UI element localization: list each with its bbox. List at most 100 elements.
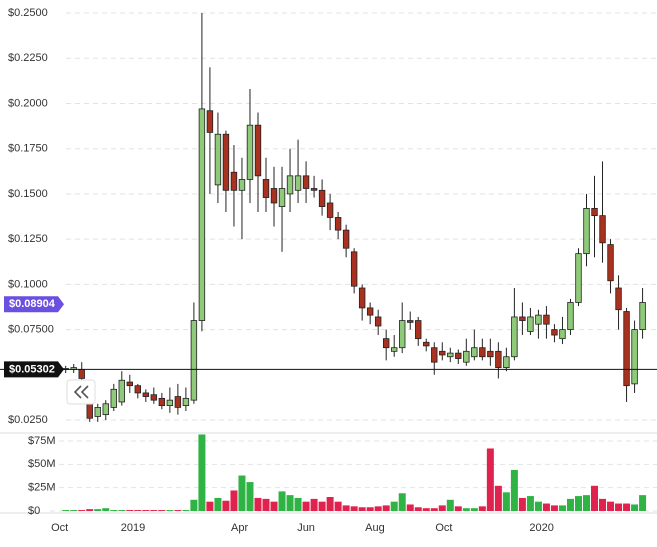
x-tick-label: 2020 (529, 522, 553, 534)
volume-bar (430, 508, 438, 511)
volume-bar (94, 509, 102, 511)
volume-bar (486, 448, 494, 511)
volume-bar (366, 507, 374, 511)
y-tick-label: $0.1500 (8, 188, 48, 200)
candle-body (583, 208, 590, 255)
candle-body (254, 124, 262, 177)
candle-body (86, 403, 93, 419)
volume-bar (126, 510, 134, 511)
volume-bar (150, 510, 158, 511)
volume-bar (190, 499, 198, 511)
volume-tick-label: $75M (28, 435, 56, 447)
volume-bar (398, 493, 406, 511)
scroll-button[interactable] (66, 379, 96, 405)
volume-bar (599, 498, 607, 511)
volume-bar (462, 508, 470, 511)
x-tick-label: Aug (365, 522, 385, 534)
candle-body (94, 406, 101, 417)
volume-bar (454, 506, 462, 511)
candle-body (591, 208, 598, 217)
volume-bar (502, 492, 510, 511)
volume-bar (470, 508, 478, 511)
volume-bar (174, 510, 182, 511)
volume-bar (310, 498, 318, 511)
volume-bar (158, 510, 166, 511)
x-tick-label: 2019 (121, 522, 145, 534)
volume-bar (574, 496, 582, 511)
volume-bar (142, 510, 150, 511)
candle-body (423, 341, 430, 347)
x-tick-label: Apr (231, 522, 248, 534)
x-tick-label: Oct (51, 522, 68, 534)
candle-body (190, 320, 198, 401)
candle-body (102, 403, 109, 416)
volume-tick-label: $25M (28, 482, 56, 494)
volume-bar (566, 498, 574, 511)
volume-bar (286, 495, 294, 511)
candle-body (358, 287, 366, 309)
volume-bar (518, 497, 526, 511)
x-tick-label: Jun (297, 522, 315, 534)
volume-bar (238, 475, 246, 511)
candle-body (302, 175, 310, 189)
volume-bar (318, 501, 326, 511)
candle-body (150, 394, 158, 401)
candle-body (527, 316, 534, 332)
candle-body (399, 320, 406, 349)
candle-body (262, 179, 270, 198)
y-tick-label: $0.07500 (8, 324, 54, 336)
volume-bar (582, 495, 590, 511)
volume-bar (607, 501, 615, 511)
candle-body (182, 397, 190, 406)
volume-bar (631, 504, 639, 511)
volume-bar (623, 503, 631, 511)
volume-bar (438, 505, 446, 511)
volume-bar (78, 510, 86, 511)
price-tag-label: $0.05302 (9, 363, 55, 375)
price-tag (4, 296, 64, 313)
candle-body (78, 369, 85, 379)
candle-body (310, 188, 318, 191)
candle-body (567, 302, 574, 331)
candle-body (599, 215, 606, 244)
volume-tick-label: $0 (28, 505, 40, 517)
candle-body (407, 320, 414, 323)
candle-body (559, 329, 566, 340)
volume-bar (526, 496, 534, 511)
volume-bar (294, 497, 302, 511)
candle-body (270, 188, 278, 204)
volume-bar (302, 501, 310, 511)
candle-body (535, 314, 542, 325)
candle-body (495, 350, 502, 368)
candle-body (415, 320, 422, 340)
candle-body (134, 385, 142, 394)
candle-body (623, 311, 630, 387)
candle-body (166, 399, 174, 406)
candle-body (382, 338, 390, 349)
volume-bar (615, 503, 623, 511)
candle-body (471, 347, 478, 358)
scroll-icon[interactable] (73, 385, 89, 399)
candle-body (246, 124, 254, 180)
volume-bar (422, 508, 430, 511)
candle-body (238, 179, 246, 191)
volume-bar (406, 504, 414, 511)
volume-bar (358, 507, 366, 511)
volume-bar (550, 505, 558, 511)
volume-bar (478, 506, 486, 511)
volume-bar (222, 500, 230, 511)
candle-body (222, 133, 230, 191)
candle-body (487, 350, 494, 358)
candle-body (350, 251, 358, 287)
volume-bar (134, 510, 142, 511)
volume-bar (118, 510, 126, 511)
volume-bar (110, 510, 118, 511)
candle-body (511, 316, 518, 358)
candle-body (366, 307, 374, 316)
candle-body (519, 316, 526, 321)
volume-bar (62, 510, 70, 511)
candle-body (334, 217, 342, 231)
y-tick-label: $0.1750 (8, 143, 48, 155)
volume-bar (262, 498, 270, 511)
candle-body (543, 314, 550, 325)
